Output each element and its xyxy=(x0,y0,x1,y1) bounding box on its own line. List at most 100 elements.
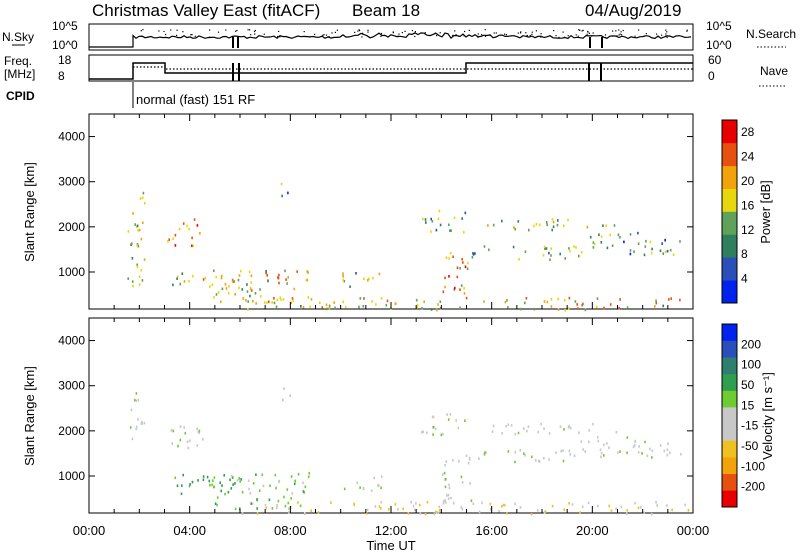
data-cell xyxy=(419,512,422,515)
data-cell xyxy=(307,296,310,299)
data-cell xyxy=(191,236,193,240)
data-cell xyxy=(181,272,184,275)
data-cell xyxy=(608,504,610,508)
data-cell xyxy=(416,306,418,310)
data-cell xyxy=(582,448,584,451)
data-cell xyxy=(644,440,646,444)
data-cell xyxy=(365,512,368,515)
freq-panel: Freq. [MHz] 18 8 60 0 Nave xyxy=(4,53,788,87)
data-cell xyxy=(215,275,217,279)
nsky-point xyxy=(539,36,542,38)
data-cell xyxy=(245,299,247,302)
data-cell xyxy=(362,305,365,308)
data-cell xyxy=(276,506,278,510)
data-cell xyxy=(432,433,434,436)
data-cell xyxy=(584,450,586,453)
data-cell xyxy=(176,484,179,488)
nsky-point xyxy=(477,36,479,38)
colorbar-segment xyxy=(722,373,737,391)
nsky-point xyxy=(247,29,249,31)
colorbar-tick-label: 200 xyxy=(741,337,761,351)
data-cell xyxy=(216,496,219,499)
data-cell xyxy=(140,237,143,241)
data-cell xyxy=(603,306,605,310)
data-cell xyxy=(196,427,198,431)
data-cell xyxy=(233,280,235,283)
data-cell xyxy=(439,300,442,303)
data-cell xyxy=(596,305,598,309)
data-cell xyxy=(370,489,373,492)
freq-frame xyxy=(88,54,694,82)
data-cell xyxy=(177,444,179,448)
data-cell xyxy=(447,497,450,500)
nsky-point xyxy=(604,34,607,36)
data-cell xyxy=(415,298,418,302)
data-cell xyxy=(431,220,434,223)
data-cell xyxy=(310,298,313,301)
nsky-point xyxy=(535,30,537,32)
nsky-point xyxy=(618,29,620,31)
nsky-point xyxy=(519,32,522,34)
power-frame xyxy=(88,113,694,310)
data-cell xyxy=(576,303,578,306)
data-cell xyxy=(551,228,553,232)
data-cell xyxy=(687,509,690,512)
data-cell xyxy=(462,261,464,264)
nsky-point xyxy=(413,33,415,35)
data-cell xyxy=(375,303,377,306)
data-cell xyxy=(184,431,187,435)
data-cell xyxy=(220,300,222,304)
data-cell xyxy=(449,251,452,255)
nsky-point xyxy=(176,34,178,36)
colorbar-segment xyxy=(722,120,737,144)
velocity-panel: 1000 2000 3000 4000 Slant Range [km] 200 100… xyxy=(22,317,775,516)
data-cell xyxy=(507,306,509,309)
nsky-point xyxy=(158,30,160,32)
data-cell xyxy=(127,230,130,233)
nsky-point xyxy=(208,36,211,38)
data-cell xyxy=(202,278,205,281)
data-cell xyxy=(478,457,480,460)
data-cell xyxy=(268,498,271,502)
nsky-point xyxy=(334,31,336,33)
data-cell xyxy=(504,300,507,304)
data-cell xyxy=(419,503,421,507)
data-cell xyxy=(424,512,427,516)
nsky-point xyxy=(666,31,668,33)
nsky-point xyxy=(619,33,621,35)
y-tick-label: 1000 xyxy=(58,469,85,483)
data-cell xyxy=(600,235,603,238)
data-cell xyxy=(448,486,451,490)
data-cell xyxy=(472,502,475,506)
data-cell xyxy=(306,278,309,282)
data-cell xyxy=(444,498,446,502)
data-cell xyxy=(445,256,448,259)
nsky-point xyxy=(277,35,279,38)
data-cell xyxy=(637,242,640,245)
data-cell xyxy=(197,479,199,482)
data-cell xyxy=(172,283,174,287)
data-cell xyxy=(584,308,587,312)
data-cell xyxy=(456,266,459,270)
data-cell xyxy=(265,269,267,273)
time-tick-label: 20:00 xyxy=(576,523,609,538)
data-cell xyxy=(325,303,328,307)
data-cell xyxy=(239,507,241,510)
nsky-point xyxy=(235,30,237,32)
nsky-point xyxy=(357,30,359,32)
data-cell xyxy=(176,275,179,279)
nsky-point xyxy=(638,29,640,31)
nsky-point xyxy=(323,34,325,36)
data-cell xyxy=(291,492,294,495)
data-cell xyxy=(249,287,252,290)
data-cell xyxy=(524,250,527,253)
colorbar-segment xyxy=(722,440,737,458)
data-cell xyxy=(597,504,599,508)
data-cell xyxy=(478,510,481,514)
nsky-point xyxy=(278,30,280,32)
data-cell xyxy=(228,285,230,288)
data-cell xyxy=(484,451,486,454)
data-cell xyxy=(615,507,617,511)
data-cell xyxy=(421,431,423,434)
data-cell xyxy=(539,223,541,227)
